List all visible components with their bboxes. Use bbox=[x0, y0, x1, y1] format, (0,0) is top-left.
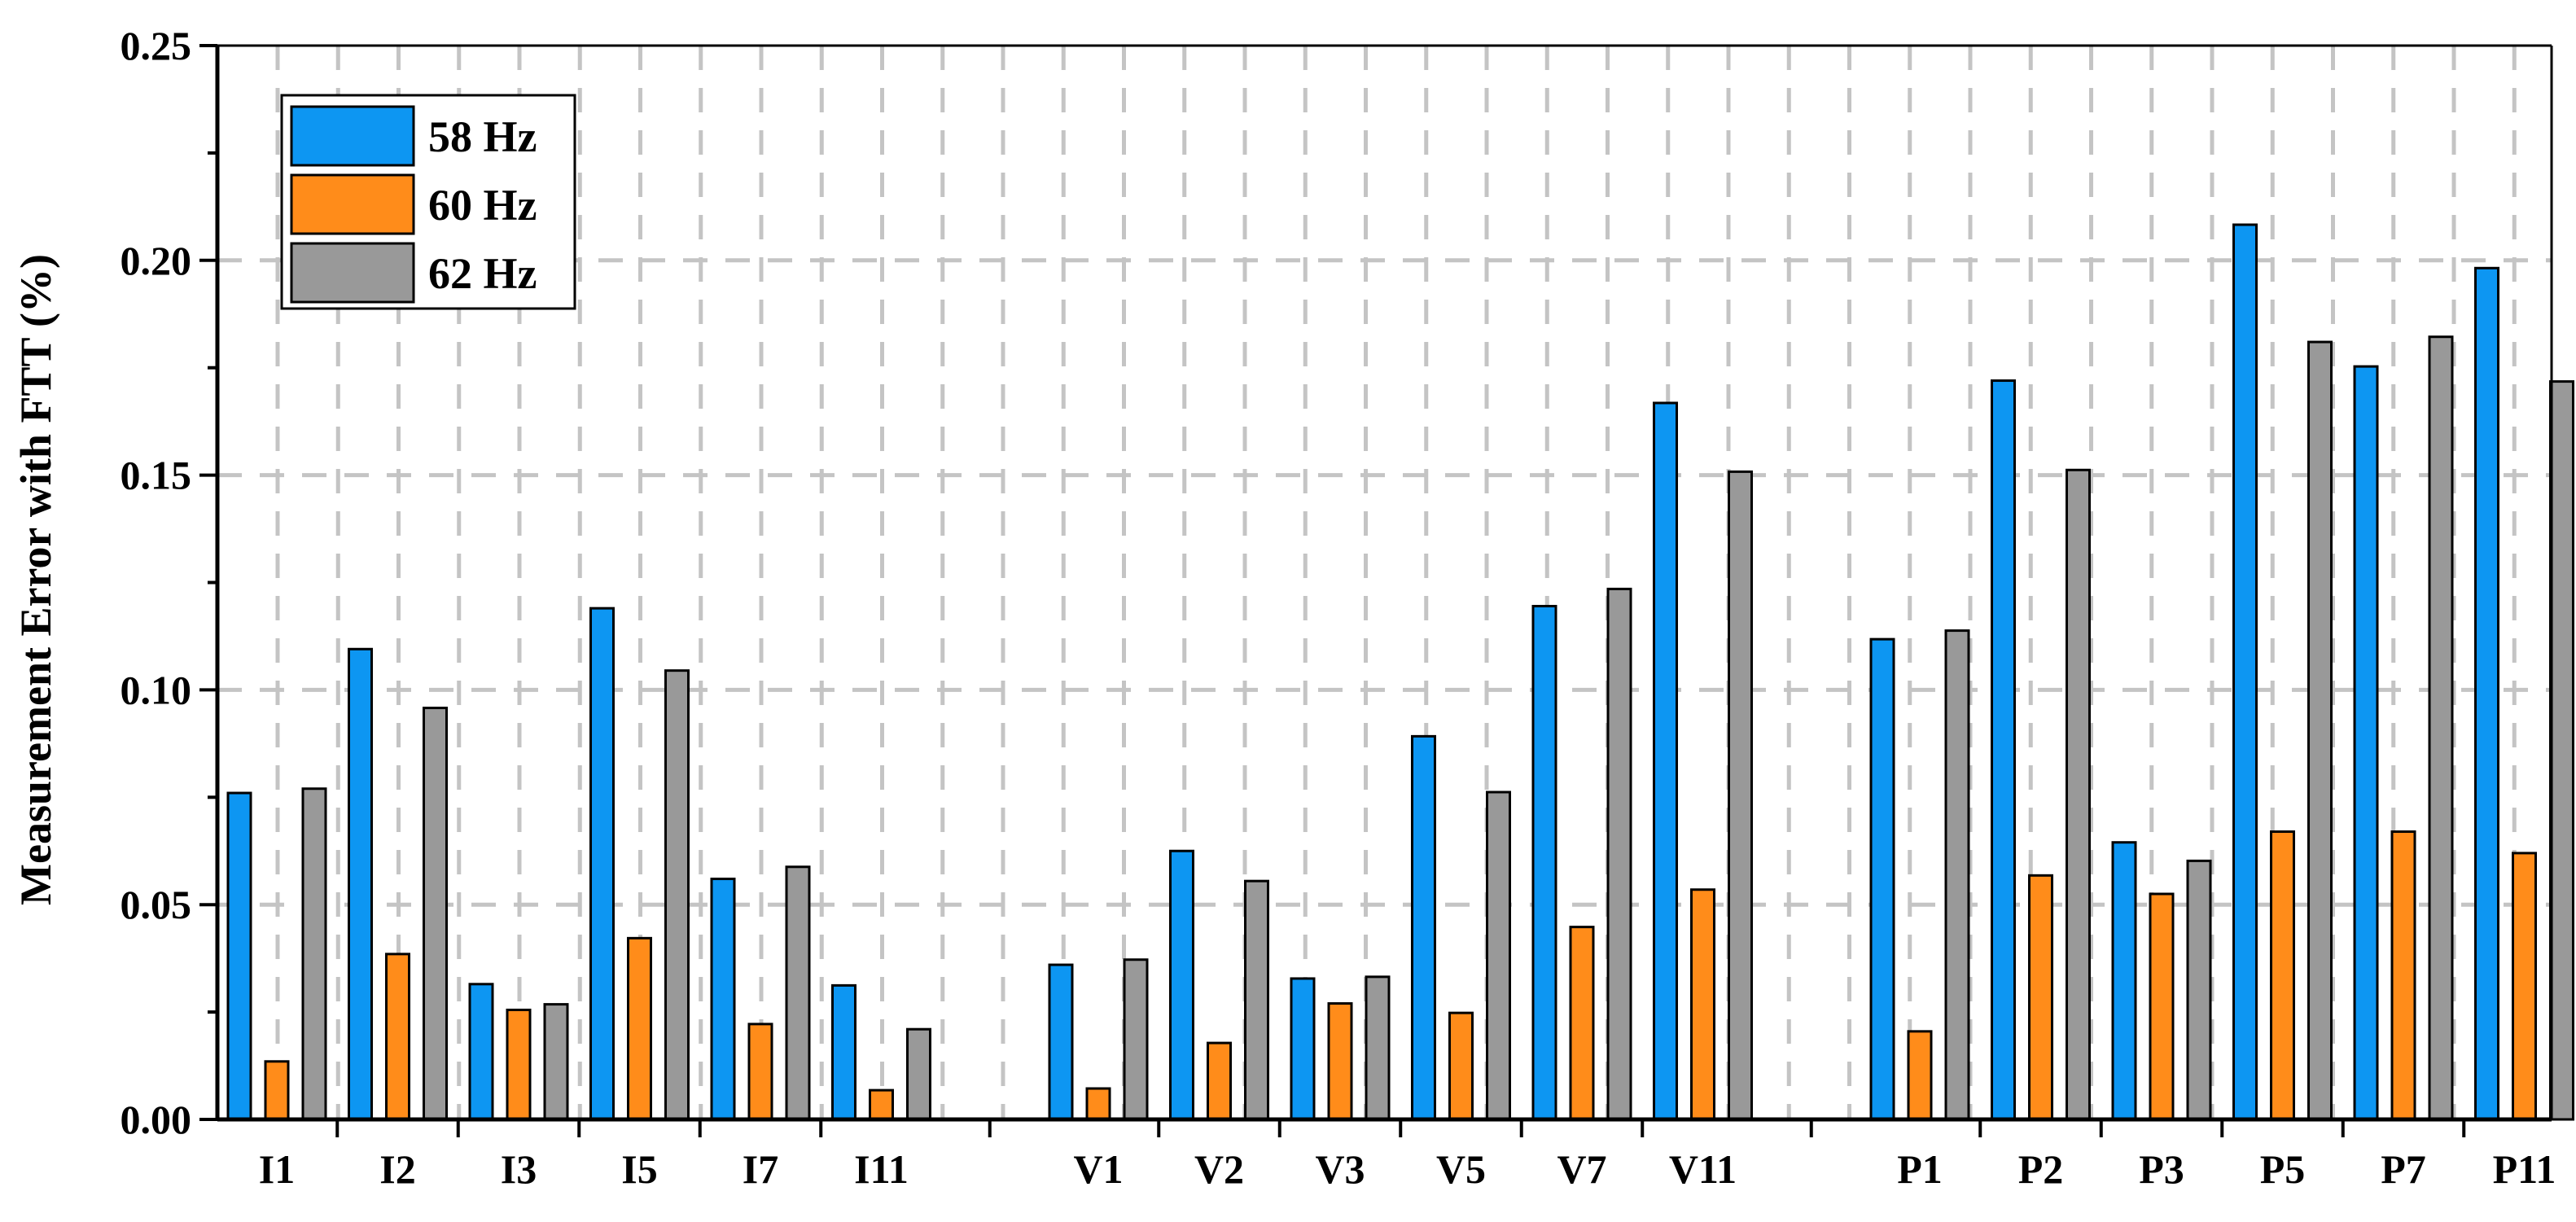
bar-p2-60hz bbox=[2028, 874, 2053, 1121]
legend-swatch-58hz bbox=[290, 105, 415, 167]
bar-v3-62hz bbox=[1365, 975, 1391, 1121]
bar-i7-58hz bbox=[710, 878, 736, 1121]
bar-v7-58hz bbox=[1531, 605, 1557, 1121]
x-tick-label-v5: V5 bbox=[1436, 1146, 1486, 1192]
bar-v5-60hz bbox=[1448, 1011, 1474, 1121]
bar-i1-62hz bbox=[301, 787, 327, 1121]
bar-p5-62hz bbox=[2307, 340, 2333, 1121]
bar-p7-60hz bbox=[2390, 830, 2416, 1121]
bar-v11-58hz bbox=[1653, 401, 1678, 1121]
y-tick-label: 0.25 bbox=[120, 23, 192, 68]
x-tick-label-v11: V11 bbox=[1669, 1146, 1737, 1192]
x-tick-label-i3: I3 bbox=[501, 1146, 537, 1192]
bar-i3-60hz bbox=[506, 1008, 532, 1121]
bar-p7-62hz bbox=[2428, 335, 2454, 1121]
legend-swatch-60hz bbox=[290, 173, 415, 235]
x-tick-label-i1: I1 bbox=[259, 1146, 295, 1192]
axes bbox=[199, 44, 2553, 1137]
x-tick-label-i5: I5 bbox=[621, 1146, 657, 1192]
bar-p11-60hz bbox=[2512, 852, 2537, 1121]
y-tick-label: 0.20 bbox=[120, 238, 192, 283]
bar-v2-58hz bbox=[1169, 849, 1194, 1121]
bar-i5-62hz bbox=[664, 669, 690, 1121]
bar-i11-58hz bbox=[831, 983, 856, 1121]
legend-label-58hz: 58 Hz bbox=[428, 112, 537, 161]
bar-i2-62hz bbox=[423, 707, 448, 1121]
bar-i1-60hz bbox=[264, 1060, 290, 1121]
bar-p11-58hz bbox=[2474, 266, 2499, 1121]
bar-i11-60hz bbox=[869, 1088, 894, 1121]
bar-v11-62hz bbox=[1728, 470, 1753, 1121]
x-tick-label-v3: V3 bbox=[1315, 1146, 1365, 1192]
bar-p11-62hz bbox=[2549, 380, 2574, 1121]
bar-p2-62hz bbox=[2066, 468, 2091, 1121]
bar-v3-58hz bbox=[1290, 977, 1316, 1121]
bar-v1-62hz bbox=[1123, 958, 1149, 1121]
bar-i5-60hz bbox=[627, 936, 652, 1121]
y-tick-label: 0.00 bbox=[120, 1097, 192, 1142]
bar-p3-60hz bbox=[2149, 892, 2175, 1121]
bar-v5-58hz bbox=[1411, 734, 1436, 1121]
legend: 58 Hz 60 Hz 62 Hz bbox=[280, 94, 576, 310]
bar-p2-58hz bbox=[1991, 379, 2016, 1121]
x-tick-label-i7: I7 bbox=[743, 1146, 778, 1192]
legend-swatch-62hz bbox=[290, 242, 415, 304]
bar-v1-58hz bbox=[1048, 963, 1074, 1121]
bar-p1-62hz bbox=[1944, 629, 1970, 1121]
x-tick-label-p5: P5 bbox=[2260, 1146, 2306, 1192]
legend-label-60hz: 60 Hz bbox=[428, 181, 537, 230]
bar-i7-60hz bbox=[747, 1023, 773, 1121]
legend-label-62hz: 62 Hz bbox=[428, 249, 537, 298]
bar-p1-58hz bbox=[1869, 637, 1895, 1121]
y-tick-label: 0.10 bbox=[120, 667, 192, 712]
bar-i5-58hz bbox=[589, 607, 615, 1121]
bar-i3-62hz bbox=[543, 1003, 569, 1121]
bar-p7-58hz bbox=[2353, 365, 2379, 1121]
bar-i2-58hz bbox=[348, 647, 373, 1121]
bar-v7-60hz bbox=[1569, 926, 1595, 1121]
y-tick-label: 0.05 bbox=[120, 882, 192, 927]
bar-v7-62hz bbox=[1606, 587, 1632, 1121]
tick-labels: 0.00 0.05 0.10 0.15 0.20 0.25 I1 I2 I3 I5 I7 I11 V1 V… bbox=[120, 23, 2556, 1192]
x-tick-label-i11: I11 bbox=[854, 1146, 909, 1192]
bar-v3-60hz bbox=[1327, 1002, 1353, 1121]
bar-i1-58hz bbox=[226, 791, 252, 1121]
bar-p3-58hz bbox=[2111, 841, 2137, 1121]
bar-p5-60hz bbox=[2270, 830, 2295, 1121]
bar-i2-60hz bbox=[385, 953, 410, 1121]
bar-p3-62hz bbox=[2186, 859, 2212, 1121]
bar-v2-60hz bbox=[1207, 1041, 1232, 1121]
x-tick-label-p7: P7 bbox=[2381, 1146, 2426, 1192]
y-tick-label: 0.15 bbox=[120, 453, 192, 498]
x-tick-label-p11: P11 bbox=[2493, 1146, 2556, 1192]
bar-v11-60hz bbox=[1690, 888, 1715, 1121]
x-tick-label-v7: V7 bbox=[1557, 1146, 1606, 1192]
y-axis-title: Measurement Error with FTT (%) bbox=[11, 254, 60, 905]
bar-v2-62hz bbox=[1244, 879, 1269, 1121]
x-tick-label-p1: P1 bbox=[1897, 1146, 1943, 1192]
x-tick-label-v1: V1 bbox=[1073, 1146, 1123, 1192]
x-tick-label-v2: V2 bbox=[1194, 1146, 1244, 1192]
bar-p1-60hz bbox=[1907, 1030, 1933, 1121]
bar-i11-62hz bbox=[906, 1027, 931, 1121]
bar-i7-62hz bbox=[785, 865, 811, 1121]
x-tick-label-p2: P2 bbox=[2018, 1146, 2064, 1192]
bar-p5-58hz bbox=[2232, 223, 2258, 1121]
x-tick-label-i2: I2 bbox=[379, 1146, 415, 1192]
bar-v1-60hz bbox=[1085, 1087, 1111, 1121]
bar-i3-58hz bbox=[468, 983, 494, 1121]
bar-v5-62hz bbox=[1486, 791, 1511, 1121]
x-tick-label-p3: P3 bbox=[2139, 1146, 2184, 1192]
